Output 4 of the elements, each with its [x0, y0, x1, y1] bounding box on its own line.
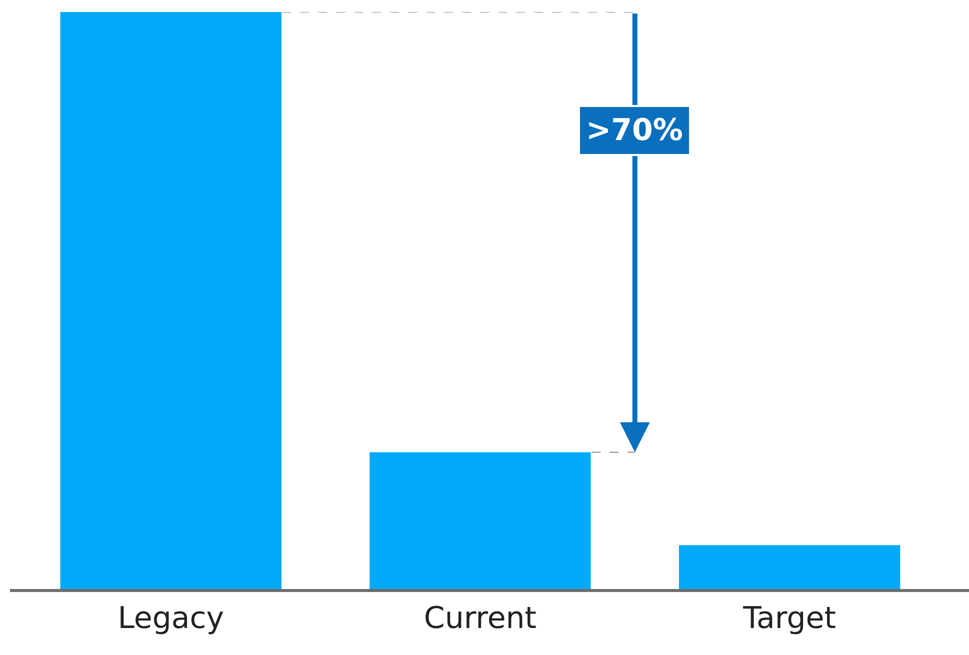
x-tick-label: Target	[742, 601, 836, 636]
x-tick-label: Current	[424, 601, 537, 636]
x-tick-label: Legacy	[118, 601, 224, 636]
annotation: >70%	[586, 113, 683, 148]
